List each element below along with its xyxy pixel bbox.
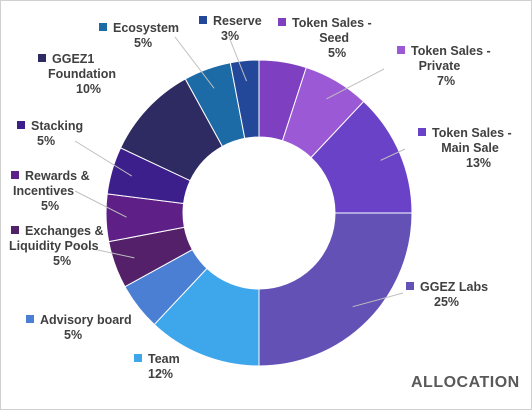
slice-label: GGEZ Labs bbox=[420, 280, 488, 294]
slice-label: Private bbox=[419, 59, 461, 73]
chart-title: ALLOCATION bbox=[411, 374, 520, 391]
legend-swatch bbox=[38, 54, 46, 62]
leader-line bbox=[74, 190, 127, 218]
slice-label: Advisory board bbox=[40, 313, 132, 327]
slices-group bbox=[105, 59, 413, 367]
legend-swatch bbox=[134, 354, 142, 362]
slice-label: Exchanges & bbox=[25, 224, 104, 238]
slice-label: Foundation bbox=[48, 67, 116, 81]
slice-percent-label: 5% bbox=[64, 328, 82, 342]
slice-percent-label: 12% bbox=[148, 367, 173, 381]
slice-percent-label: 7% bbox=[437, 74, 455, 88]
slice-percent-label: 5% bbox=[328, 46, 346, 60]
slice-label: Token Sales - bbox=[292, 16, 372, 30]
slice-percent-label: 5% bbox=[53, 254, 71, 268]
slice-label: GGEZ1 bbox=[52, 52, 94, 66]
leader-lines-group bbox=[74, 36, 406, 308]
slice-percent-label: 10% bbox=[76, 82, 101, 96]
leader-line bbox=[380, 148, 406, 161]
slice-label: Token Sales - bbox=[432, 126, 512, 140]
legend-swatch bbox=[278, 18, 286, 26]
leader-line bbox=[352, 292, 404, 308]
legend-swatch bbox=[99, 23, 107, 31]
legend-swatch bbox=[11, 171, 19, 179]
slice-label: Token Sales - bbox=[411, 44, 491, 58]
slice-label: Main Sale bbox=[441, 141, 499, 155]
slice-label: Liquidity Pools bbox=[9, 239, 99, 253]
slice-label: Rewards & bbox=[25, 169, 90, 183]
slice-percent-label: 5% bbox=[37, 134, 55, 148]
legend-swatch bbox=[397, 46, 405, 54]
leader-line bbox=[326, 68, 385, 100]
legend-swatch bbox=[418, 128, 426, 136]
slice-label: Stacking bbox=[31, 119, 83, 133]
leader-line bbox=[74, 140, 133, 177]
slice-percent-label: 5% bbox=[41, 199, 59, 213]
legend-swatch bbox=[17, 121, 25, 129]
legend-swatch bbox=[11, 226, 19, 234]
leader-line bbox=[174, 36, 215, 89]
slice-label: Incentives bbox=[13, 184, 74, 198]
legend-swatch bbox=[406, 282, 414, 290]
leader-line bbox=[74, 244, 135, 259]
slice-label: Team bbox=[148, 352, 180, 366]
slice-label: Seed bbox=[319, 31, 349, 45]
legend-swatch bbox=[26, 315, 34, 323]
slice-percent-label: 25% bbox=[434, 295, 459, 309]
slice-ggez-labs bbox=[258, 212, 413, 367]
leader-line bbox=[228, 36, 247, 82]
slice-percent-label: 13% bbox=[466, 156, 491, 170]
slice-label: Reserve bbox=[213, 14, 262, 28]
legend-swatch bbox=[199, 16, 207, 24]
slice-label: Ecosystem bbox=[113, 21, 179, 35]
slice-reserve bbox=[229, 59, 260, 139]
slice-percent-label: 5% bbox=[134, 36, 152, 50]
slice-percent-label: 3% bbox=[221, 29, 239, 43]
